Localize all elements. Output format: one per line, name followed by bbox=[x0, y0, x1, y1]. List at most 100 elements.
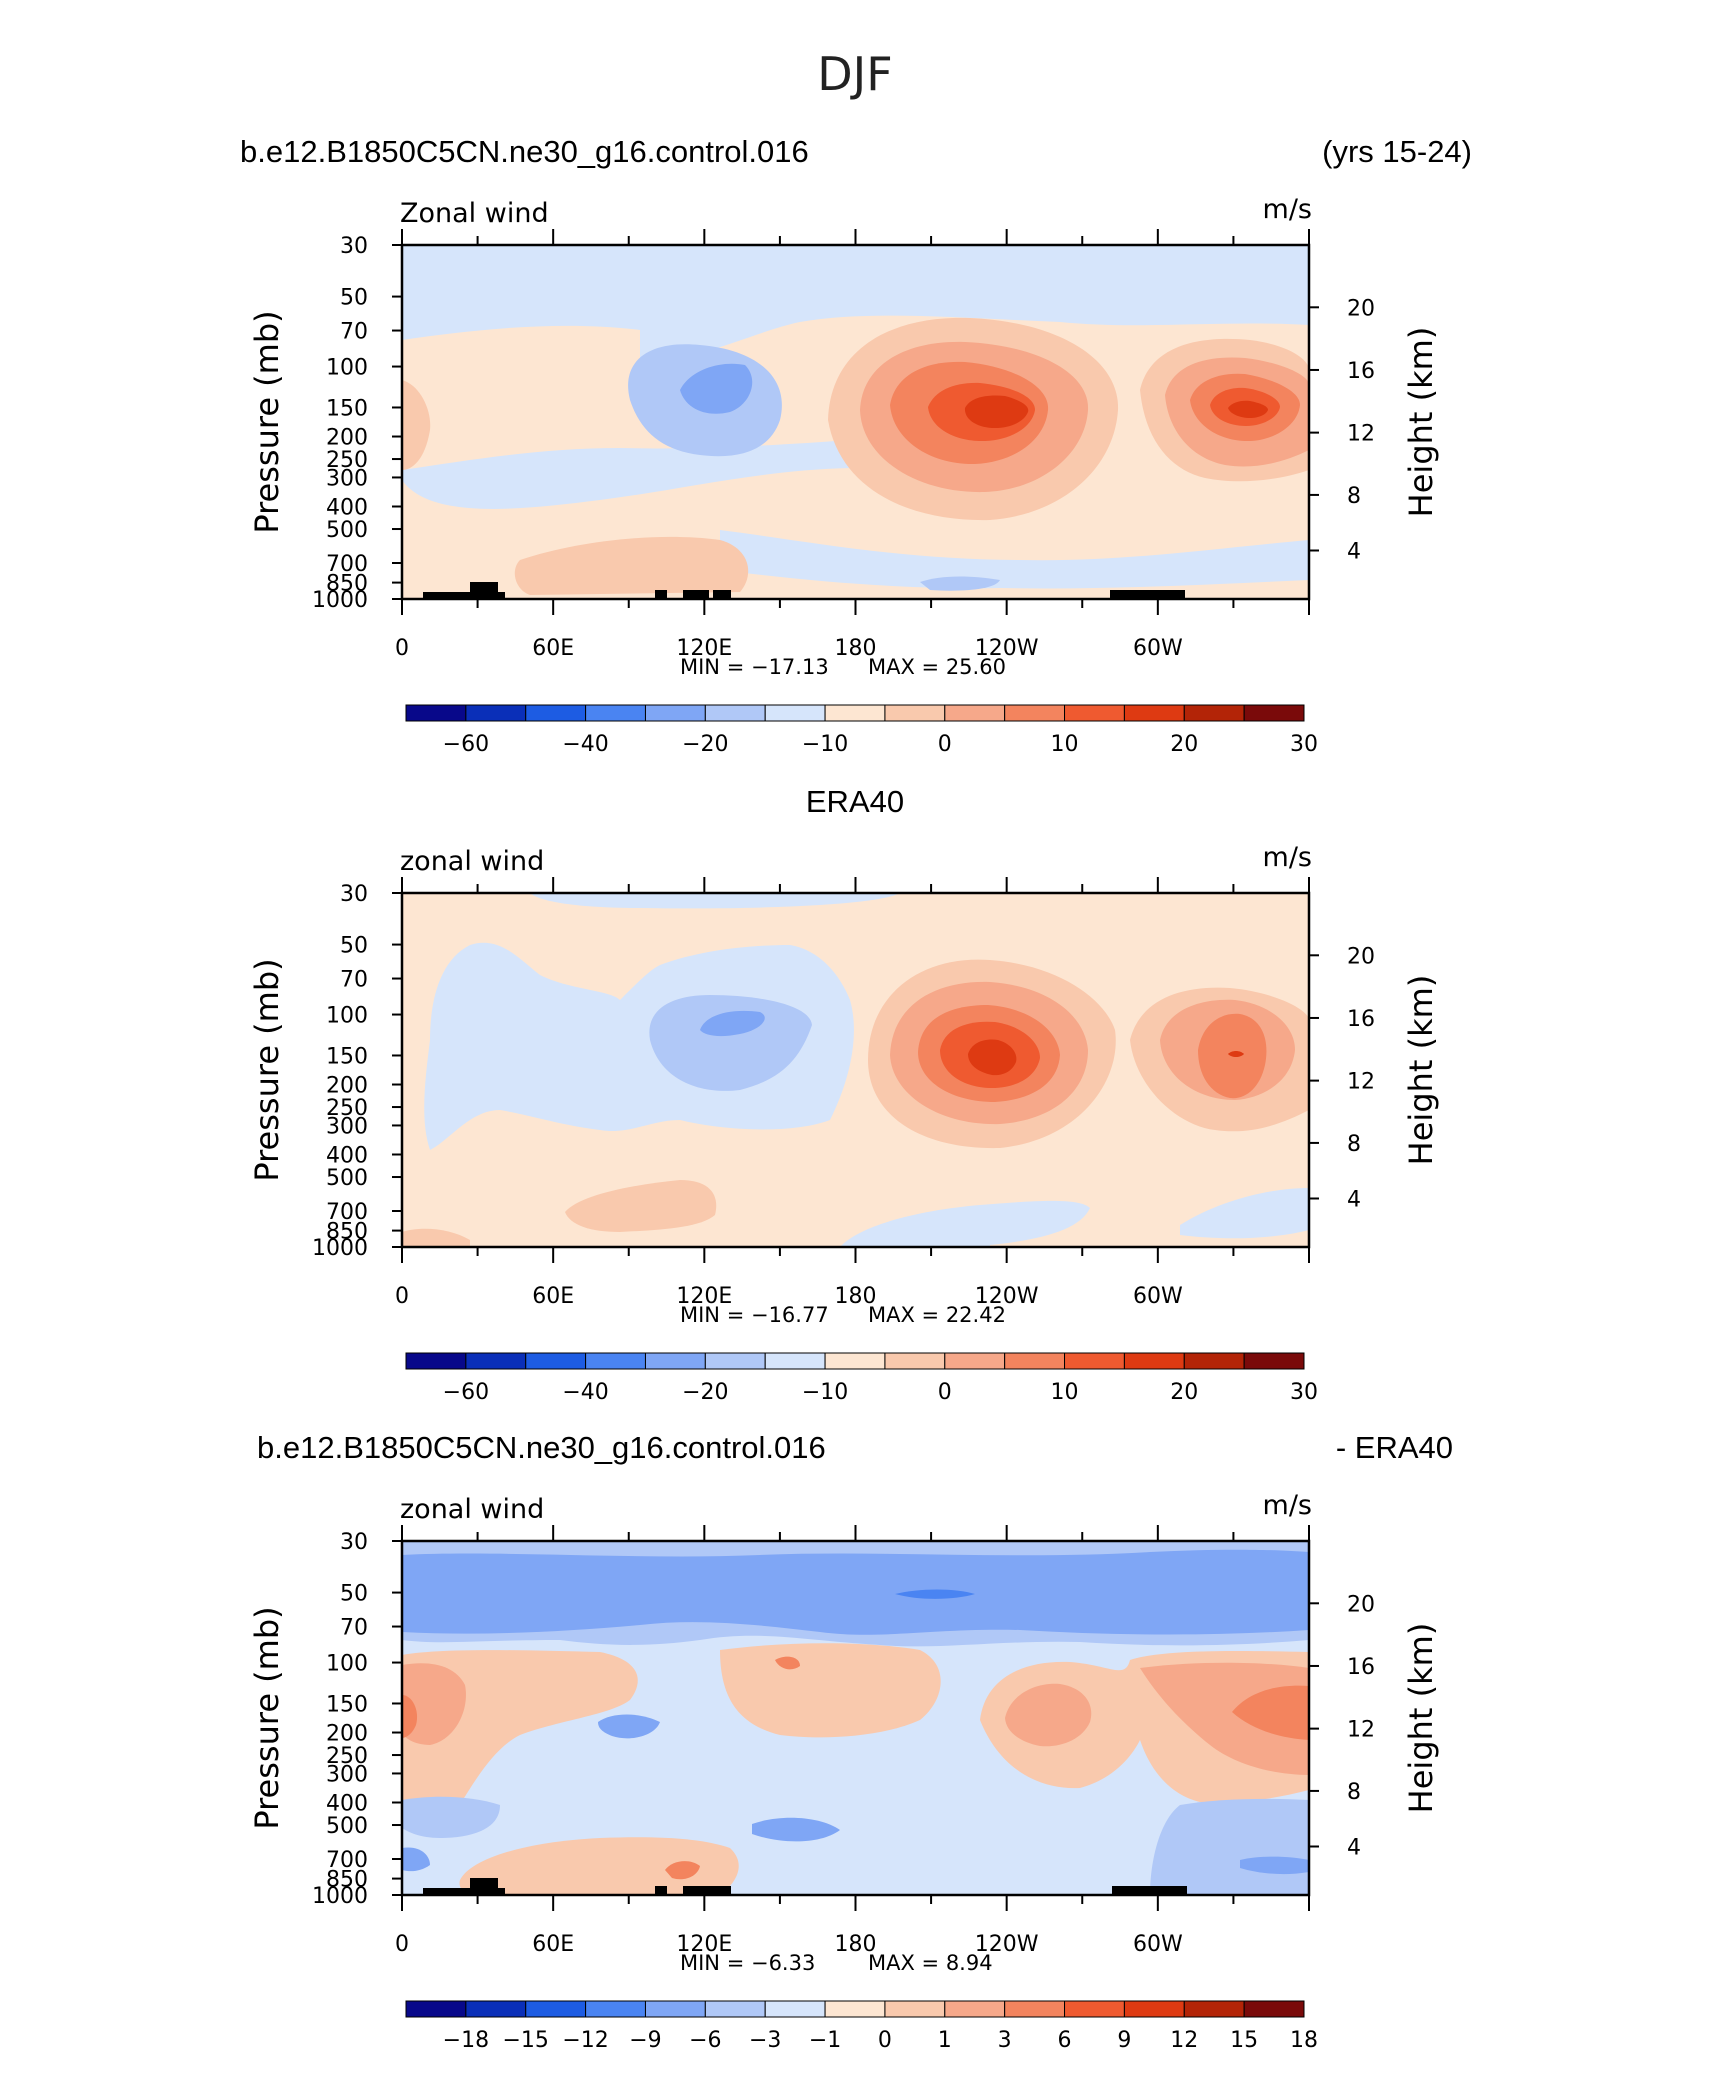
colorbar-label: 12 bbox=[1170, 2028, 1198, 2053]
colorbar-label: −6 bbox=[689, 2028, 721, 2053]
colorbar-label: −40 bbox=[562, 732, 608, 757]
colorbar-label: −12 bbox=[562, 2028, 608, 2053]
panel-model-easterly-core-1 bbox=[680, 363, 753, 414]
colorbar-label: 0 bbox=[878, 2028, 892, 2053]
panel-diff-low-westerlies-core bbox=[665, 1861, 700, 1880]
panel-obs-east-easterlies bbox=[840, 1200, 1090, 1247]
panel-obs-header: ERA40 bbox=[806, 784, 904, 819]
panel-obs-tropical-easterlies bbox=[424, 942, 854, 1150]
colorbar-label: −1 bbox=[809, 2028, 841, 2053]
panel-diff-east-westerlies-max bbox=[1232, 1685, 1309, 1740]
panel-diff-topography bbox=[423, 1878, 1187, 1895]
colorbar-swatch bbox=[884, 2000, 946, 2018]
panel-model-header-left: b.e12.B1850C5CN.ne30_g16.control.016 bbox=[240, 134, 809, 169]
topo-block bbox=[683, 1886, 731, 1895]
colorbar-label: 6 bbox=[1058, 2028, 1072, 2053]
panel-model-ylabel: Pressure (mb) bbox=[248, 310, 286, 533]
panel-diff-colorbar: −18 −15 −12 −9 −6 −3 −1 0 1 3 6 9 12 15 18 bbox=[405, 2000, 1318, 2053]
pressure-tick-label: 300 bbox=[326, 1114, 368, 1139]
colorbar-swatch bbox=[1123, 1352, 1185, 1370]
panel-diff-y2label: Height (km) bbox=[1402, 1623, 1440, 1814]
topo-block bbox=[470, 1878, 498, 1895]
pressure-tick-label: 500 bbox=[326, 1814, 368, 1839]
colorbar-label: 9 bbox=[1117, 2028, 1131, 2053]
pressure-tick-label: 300 bbox=[326, 466, 368, 491]
colorbar-swatch bbox=[465, 1352, 527, 1370]
colorbar-label: 3 bbox=[998, 2028, 1012, 2053]
panel-diff-easterly-cell-3 bbox=[402, 1847, 430, 1872]
pressure-tick-label: 250 bbox=[326, 1744, 368, 1769]
panel-diff-upper-easterly-core bbox=[402, 1549, 1309, 1635]
panel-model-low-easterly-cell bbox=[920, 576, 1000, 591]
topo-block bbox=[423, 1888, 505, 1895]
pressure-tick-label: 850 bbox=[326, 1868, 368, 1893]
panel-model-lower-easterlies bbox=[720, 530, 1309, 589]
colorbar-label: −10 bbox=[802, 732, 848, 757]
pressure-tick-label: 400 bbox=[326, 1143, 368, 1168]
colorbar-label: −3 bbox=[749, 2028, 781, 2053]
colorbar-label: 30 bbox=[1290, 732, 1318, 757]
colorbar-swatch bbox=[824, 704, 886, 722]
panel-diff-low-westerlies bbox=[459, 1837, 739, 1895]
panel-obs-xaxis: 0 60E 120E 180 120W 60W bbox=[395, 877, 1310, 1309]
colorbar-label: 15 bbox=[1230, 2028, 1258, 2053]
colorbar-swatch bbox=[824, 1352, 886, 1370]
pressure-tick-label: 50 bbox=[340, 286, 368, 311]
height-tick-label: 4 bbox=[1347, 1188, 1361, 1213]
colorbar-label: 20 bbox=[1170, 732, 1198, 757]
colorbar-swatch bbox=[585, 704, 646, 722]
pressure-tick-label: 150 bbox=[326, 1692, 368, 1717]
height-tick-label: 20 bbox=[1347, 944, 1375, 969]
longitude-tick-label: 60E bbox=[532, 1284, 574, 1309]
topo-block bbox=[470, 582, 498, 599]
pressure-tick-label: 500 bbox=[326, 518, 368, 543]
colorbar-label: −20 bbox=[682, 732, 728, 757]
pressure-tick-label: 1000 bbox=[312, 1236, 368, 1261]
panel-obs-easterly-band bbox=[649, 995, 812, 1091]
topo-block bbox=[1112, 1886, 1187, 1895]
topo-block bbox=[655, 590, 667, 599]
panel-diff-southeast-easterlies bbox=[1150, 1798, 1309, 1895]
pressure-tick-label: 100 bbox=[326, 1004, 368, 1029]
height-tick-label: 12 bbox=[1347, 1070, 1375, 1095]
panel-diff-variable-label: zonal wind bbox=[400, 1494, 544, 1525]
pressure-tick-label: 200 bbox=[326, 1074, 368, 1099]
colorbar-swatch bbox=[525, 2000, 587, 2018]
colorbar-swatch bbox=[1004, 1352, 1066, 1370]
panel-diff-easterly-cell-2 bbox=[752, 1817, 840, 1842]
panel-model-max: MAX = 25.60 bbox=[868, 655, 1006, 679]
panel-diff-xaxis: 0 60E 120E 180 120W 60W bbox=[395, 1525, 1310, 1957]
pressure-tick-label: 850 bbox=[326, 572, 368, 597]
height-tick-label: 8 bbox=[1347, 1780, 1361, 1805]
pressure-tick-label: 400 bbox=[326, 495, 368, 520]
pressure-tick-label: 300 bbox=[326, 1762, 368, 1787]
colorbar-swatch bbox=[1243, 1352, 1305, 1370]
panel-model-topography bbox=[423, 582, 1185, 599]
panel-obs-min: MIN = −16.77 bbox=[680, 1303, 829, 1327]
panel-model-units: m/s bbox=[1263, 194, 1312, 225]
panel-model-tropical-easterlies bbox=[402, 440, 850, 509]
colorbar-swatch bbox=[465, 704, 527, 722]
height-tick-label: 16 bbox=[1347, 1007, 1375, 1032]
colorbar-swatch bbox=[704, 2000, 766, 2018]
colorbar-swatch bbox=[644, 1352, 706, 1370]
height-tick-label: 12 bbox=[1347, 1718, 1375, 1743]
longitude-tick-label: 60E bbox=[532, 1932, 574, 1957]
colorbar-swatch bbox=[1123, 704, 1185, 722]
panel-diff-max: MAX = 8.94 bbox=[868, 1951, 993, 1975]
pressure-tick-label: 70 bbox=[340, 1616, 368, 1641]
pressure-tick-label: 700 bbox=[326, 1200, 368, 1225]
colorbar-label: 10 bbox=[1051, 732, 1079, 757]
pressure-tick-label: 1000 bbox=[312, 1884, 368, 1909]
longitude-tick-label: 60E bbox=[532, 636, 574, 661]
colorbar-label: −10 bbox=[802, 1380, 848, 1405]
longitude-tick-label: 60W bbox=[1133, 1284, 1183, 1309]
longitude-tick-label: 0 bbox=[395, 636, 409, 661]
colorbar-swatch bbox=[884, 704, 946, 722]
height-tick-label: 4 bbox=[1347, 540, 1361, 565]
panel-model-header-right: (yrs 15-24) bbox=[1322, 134, 1472, 169]
panel-model-min: MIN = −17.13 bbox=[680, 655, 829, 679]
